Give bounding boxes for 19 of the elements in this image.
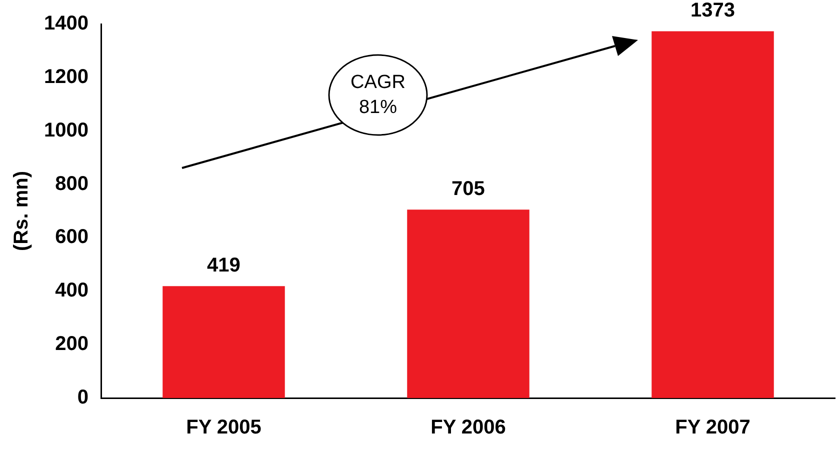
data-label: 1373 <box>690 0 735 22</box>
y-tick-label: 200 <box>55 333 88 356</box>
bar <box>652 31 774 398</box>
data-label: 705 <box>452 178 485 200</box>
bar <box>162 286 285 398</box>
y-axis-title: (Rs. mn) <box>10 171 33 251</box>
x-tick-label: FY 2007 <box>675 416 750 439</box>
y-tick-label: 800 <box>55 172 88 195</box>
y-tick-label: 400 <box>55 280 88 302</box>
data-label: 419 <box>207 254 240 277</box>
y-tick-label: 1000 <box>44 119 88 142</box>
x-tick-label: FY 2006 <box>430 416 506 439</box>
y-tick-label: 1200 <box>44 66 88 88</box>
bar <box>407 210 530 398</box>
y-tick-label: 600 <box>55 226 88 248</box>
y-tick-label: 0 <box>77 386 88 409</box>
annotation: CAGR 81% <box>350 71 406 120</box>
x-tick-label: FY 2005 <box>186 416 262 439</box>
y-tick-label: 1400 <box>44 12 88 35</box>
